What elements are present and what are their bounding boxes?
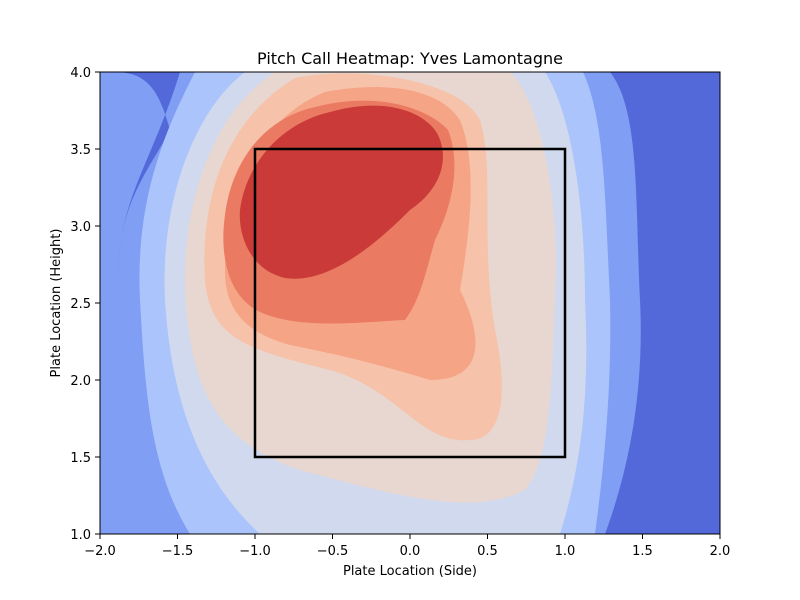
y-tick-label: 3.5 — [70, 143, 91, 158]
y-axis-ticks: 1.0 1.5 2.0 2.5 3.0 3.5 4.0 — [70, 66, 100, 543]
y-tick-label: 3.0 — [70, 220, 91, 235]
x-tick-label: 0.0 — [400, 544, 421, 559]
y-tick-label: 4.0 — [70, 66, 91, 81]
y-tick-label: 2.5 — [70, 297, 91, 312]
x-tick-label: −1.0 — [239, 544, 271, 559]
contour-fill-layer — [100, 72, 720, 534]
y-axis-label: Plate Location (Height) — [49, 229, 64, 378]
x-tick-label: 1.5 — [632, 544, 653, 559]
y-tick-label: 1.5 — [70, 451, 91, 466]
x-axis-label: Plate Location (Side) — [343, 564, 477, 579]
y-tick-label: 2.0 — [70, 374, 91, 389]
x-tick-label: −1.5 — [162, 544, 194, 559]
chart-title: Pitch Call Heatmap: Yves Lamontagne — [257, 49, 563, 68]
x-tick-label: 2.0 — [710, 544, 731, 559]
x-axis-ticks: −2.0 −1.5 −1.0 −0.5 0.0 0.5 1.0 1.5 2.0 — [84, 534, 730, 559]
x-tick-label: −0.5 — [317, 544, 349, 559]
strike-zone-box — [253, 147, 567, 459]
y-tick-label: 1.0 — [70, 528, 91, 543]
x-tick-label: 0.5 — [477, 544, 498, 559]
x-tick-label: −2.0 — [84, 544, 116, 559]
x-tick-label: 1.0 — [555, 544, 576, 559]
